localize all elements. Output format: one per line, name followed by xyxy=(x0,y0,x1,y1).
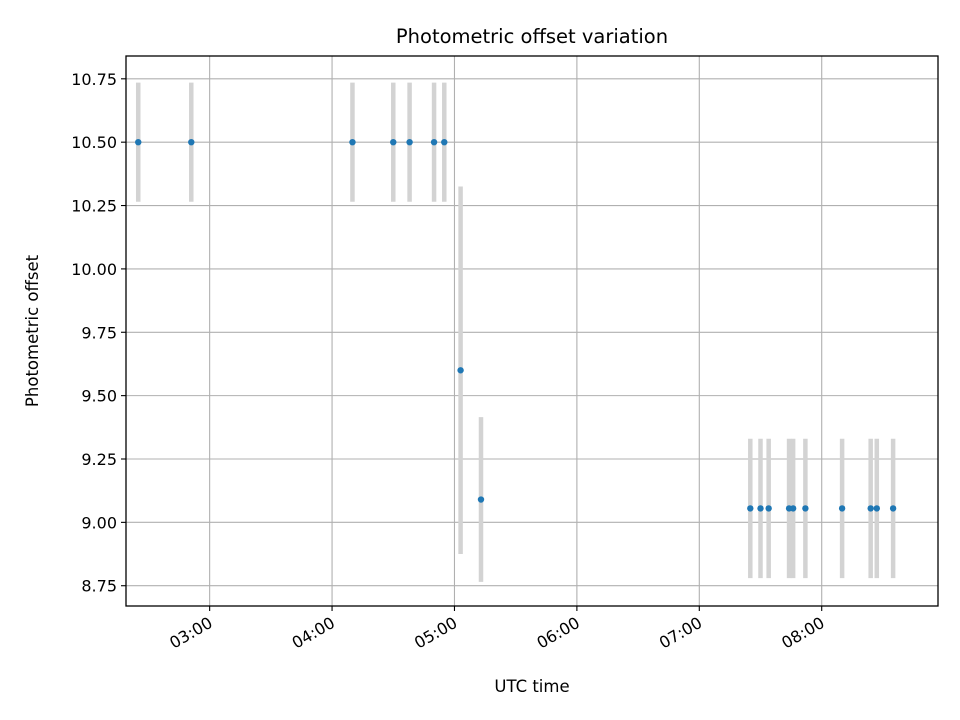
data-point xyxy=(873,505,880,512)
chart-title: Photometric offset variation xyxy=(396,25,668,48)
data-points xyxy=(135,138,897,512)
y-tick-label: 9.50 xyxy=(81,387,117,406)
x-tick-label: 07:00 xyxy=(656,613,705,653)
data-point xyxy=(747,505,754,512)
data-point xyxy=(349,138,356,146)
data-point xyxy=(802,505,809,512)
x-tick-label: 03:00 xyxy=(166,613,215,653)
data-point xyxy=(477,496,485,503)
data-point xyxy=(430,138,438,146)
data-point xyxy=(789,505,797,512)
y-tick-label: 8.75 xyxy=(81,577,117,596)
x-tick-label: 06:00 xyxy=(533,613,582,653)
axis-ticks: 03:00 04:00 05:00 06:00 07:00 08:00 8.75 9.00 9.… xyxy=(71,70,828,653)
data-point xyxy=(406,138,413,146)
y-tick-label: 9.25 xyxy=(81,450,117,469)
data-point xyxy=(765,505,772,512)
x-tick-label: 04:00 xyxy=(289,613,338,653)
plot-frame xyxy=(125,55,939,607)
data-point xyxy=(457,367,464,374)
data-point xyxy=(441,138,448,146)
y-tick-label: 10.50 xyxy=(71,133,117,152)
data-point xyxy=(757,505,764,512)
data-point xyxy=(135,138,142,146)
data-point xyxy=(188,138,195,146)
x-tick-label: 05:00 xyxy=(411,613,460,653)
x-tick-label: 08:00 xyxy=(778,613,827,653)
data-point xyxy=(889,505,897,512)
y-axis-label: Photometric offset xyxy=(23,254,42,407)
y-tick-label: 10.75 xyxy=(71,70,117,89)
y-tick-label: 10.25 xyxy=(71,197,117,216)
x-axis-label: UTC time xyxy=(494,677,569,696)
y-tick-label: 9.75 xyxy=(81,323,117,342)
grid xyxy=(126,56,938,606)
y-tick-label: 10.00 xyxy=(71,260,117,279)
data-point xyxy=(390,138,397,146)
data-point xyxy=(867,505,874,512)
y-tick-label: 9.00 xyxy=(81,513,117,532)
data-point xyxy=(838,505,846,512)
